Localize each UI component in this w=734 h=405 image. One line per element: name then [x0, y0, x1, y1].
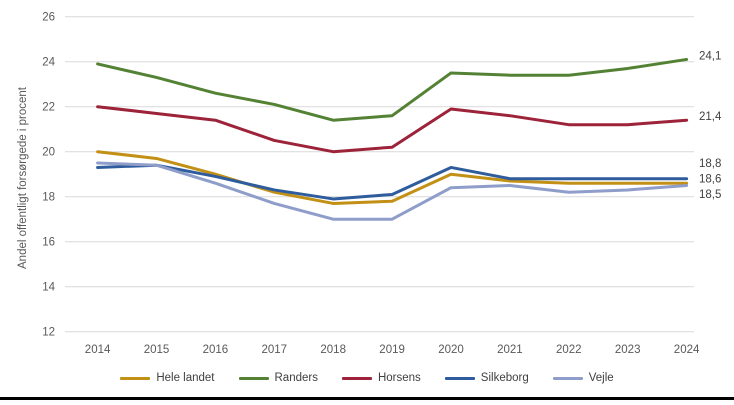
legend-item-silkeborg: Silkeborg — [444, 371, 529, 385]
x-axis-tick-label: 2018 — [320, 344, 346, 356]
y-axis-tick-label: 14 — [42, 282, 55, 294]
legend-line-swatch — [120, 376, 151, 380]
x-axis-tick-label: 2016 — [203, 344, 229, 356]
x-axis-tick-label: 2021 — [497, 344, 523, 356]
legend-line-swatch — [552, 376, 583, 380]
y-axis-tick-label: 16 — [42, 237, 55, 249]
legend-item-hele-landet: Hele landet — [120, 371, 215, 385]
legend-label: Horsens — [377, 372, 421, 384]
series-line-horsens — [96, 105, 689, 154]
legend-item-randers: Randers — [238, 371, 318, 385]
legend-label: Randers — [274, 372, 318, 384]
y-axis-tick-label: 12 — [42, 327, 55, 339]
series-line-silkeborg — [96, 163, 689, 201]
series-end-data-label: 18,6 — [699, 173, 721, 185]
x-axis-tick-label: 2019 — [379, 344, 405, 356]
y-axis-tick-label: 20 — [42, 147, 55, 159]
page-bottom-border — [0, 397, 734, 400]
y-axis-title: Andel offentligt forsørgede i procent — [17, 86, 29, 269]
y-axis-tick-label: 18 — [42, 192, 55, 204]
x-axis-tick-label: 2023 — [615, 344, 641, 356]
series-end-data-label: 24,1 — [699, 50, 721, 62]
legend-item-horsens: Horsens — [341, 371, 421, 385]
legend-line-swatch — [444, 376, 475, 380]
legend-label: Silkeborg — [480, 372, 529, 384]
y-axis-tick-label: 24 — [42, 57, 55, 69]
x-axis-tick-label: 2014 — [85, 344, 111, 356]
x-axis-tick-label: 2024 — [674, 344, 700, 356]
x-axis-tick-label: 2017 — [262, 344, 288, 356]
series-end-data-label: 18,5 — [699, 189, 721, 201]
series-end-data-label: 21,4 — [699, 111, 722, 123]
series-line-hele-landet — [96, 150, 689, 205]
legend-line-swatch — [341, 376, 372, 380]
y-axis-tick-label: 22 — [42, 102, 55, 114]
x-axis-tick-label: 2020 — [438, 344, 464, 356]
x-axis-tick-label: 2015 — [144, 344, 170, 356]
legend-line-swatch — [238, 376, 269, 380]
series-line-randers — [96, 57, 689, 122]
legend-label: Vejle — [588, 372, 614, 384]
x-axis-tick-label: 2022 — [556, 344, 582, 356]
chart-legend: Hele landet Randers Horsens Silkeborg Ve… — [0, 371, 734, 385]
series-line-vejle — [96, 161, 689, 221]
legend-item-vejle: Vejle — [552, 371, 614, 385]
legend-label: Hele landet — [156, 372, 215, 384]
y-axis-tick-label: 26 — [42, 12, 55, 24]
series-end-data-label: 18,8 — [699, 158, 721, 170]
